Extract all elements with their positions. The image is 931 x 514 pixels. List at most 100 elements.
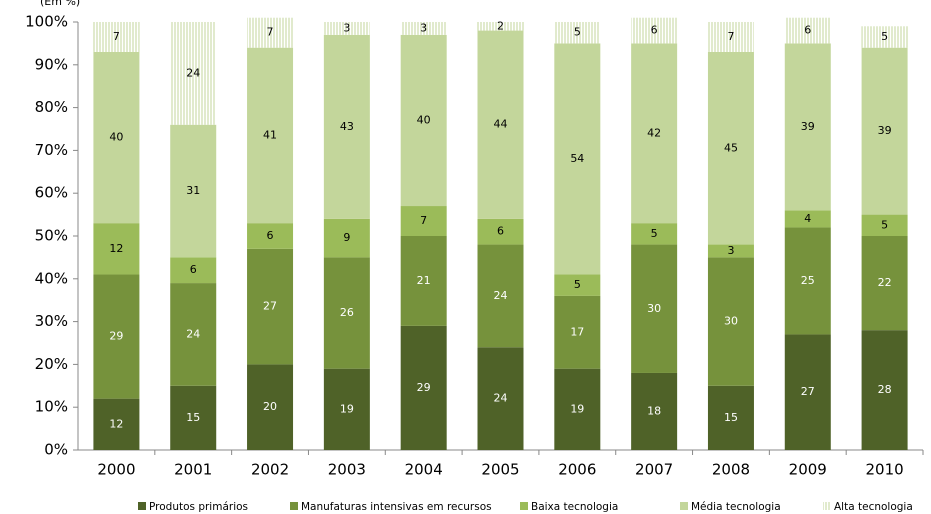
bar-segment <box>170 283 217 386</box>
bar-segment <box>400 206 447 236</box>
bar-segment <box>784 43 831 211</box>
y-tick-label: 80% <box>35 98 68 116</box>
bar-segment <box>400 22 447 35</box>
legend-swatch <box>290 502 298 510</box>
bar-segment <box>784 17 831 44</box>
data-label: 9 <box>343 231 350 244</box>
data-label: 7 <box>113 30 120 43</box>
y-tick-label: 10% <box>35 398 68 416</box>
bar-segment <box>323 368 370 450</box>
data-label: 2 <box>497 19 504 32</box>
data-label: 7 <box>267 26 274 39</box>
bar-segment <box>631 244 678 373</box>
bar-segment <box>784 227 831 335</box>
bar-segment <box>631 223 678 245</box>
bar-segment <box>707 244 754 258</box>
data-label: 17 <box>570 325 584 338</box>
bar-segment <box>477 30 524 219</box>
bar-segment <box>323 22 370 35</box>
data-label: 24 <box>494 289 508 302</box>
x-tick-label: 2001 <box>174 461 212 479</box>
legend-swatch <box>138 502 146 510</box>
y-tick-label: 0% <box>44 441 68 459</box>
bar-segment <box>477 22 524 31</box>
data-label: 54 <box>570 152 584 165</box>
bar-segment <box>784 210 831 228</box>
y-tick-label: 60% <box>35 184 68 202</box>
legend-label: Alta tecnologia <box>834 501 913 513</box>
bar-segment <box>247 223 294 249</box>
bar-segment <box>400 236 447 326</box>
data-label: 26 <box>340 306 354 319</box>
y-tick-label: 50% <box>35 227 68 245</box>
legend-item: Produtos primários <box>138 501 248 513</box>
data-label: 5 <box>574 278 581 291</box>
bar-segment <box>247 17 294 48</box>
data-label: 44 <box>494 118 508 131</box>
data-label: 21 <box>417 274 431 287</box>
y-axis-label: (Em %) <box>40 0 80 8</box>
y-tick-label: 100% <box>25 13 68 31</box>
data-label: 39 <box>878 124 892 137</box>
data-label: 24 <box>494 392 508 405</box>
data-label: 6 <box>804 24 811 37</box>
bar-segment <box>93 22 140 52</box>
data-label: 5 <box>574 26 581 39</box>
y-tick-label: 90% <box>35 55 68 73</box>
bar-segment <box>784 334 831 450</box>
x-tick-label: 2003 <box>328 461 366 479</box>
data-label: 3 <box>343 21 350 34</box>
data-label: 25 <box>801 274 815 287</box>
data-label: 24 <box>186 66 200 79</box>
bar-segment <box>707 257 754 386</box>
data-label: 19 <box>340 402 354 415</box>
legend-swatch <box>680 502 688 510</box>
data-label: 6 <box>651 24 658 37</box>
data-label: 45 <box>724 141 738 154</box>
bar-segment <box>861 236 908 331</box>
bar-segment <box>247 248 294 365</box>
x-tick-label: 2008 <box>712 461 750 479</box>
legend-label: Média tecnologia <box>691 501 781 513</box>
bar-segment <box>93 51 140 224</box>
bar-segment <box>554 22 601 44</box>
bar-segment <box>554 274 601 296</box>
data-label: 5 <box>881 30 888 43</box>
x-tick-label: 2007 <box>635 461 673 479</box>
bar-segment <box>323 218 370 258</box>
bar-segment <box>400 325 447 450</box>
x-tick-label: 2000 <box>97 461 135 479</box>
data-label: 5 <box>881 218 888 231</box>
bar-segment <box>554 368 601 450</box>
data-label: 5 <box>651 227 658 240</box>
data-label: 43 <box>340 120 354 133</box>
x-tick-label: 2002 <box>251 461 289 479</box>
bar-segment <box>170 257 217 284</box>
bar-segment <box>323 257 370 369</box>
data-label: 22 <box>878 276 892 289</box>
data-label: 12 <box>109 417 123 430</box>
bar-segment <box>170 385 217 450</box>
data-label: 40 <box>417 113 431 126</box>
x-tick-label: 2010 <box>865 461 903 479</box>
legend-item: Baixa tecnologia <box>520 501 618 513</box>
bar-segment <box>554 295 601 369</box>
bar-segment <box>861 26 908 48</box>
data-label: 30 <box>724 315 738 328</box>
data-label: 15 <box>724 411 738 424</box>
data-label: 15 <box>186 411 200 424</box>
legend-label: Produtos primários <box>149 501 248 513</box>
data-label: 28 <box>878 383 892 396</box>
bar-segment <box>631 17 678 44</box>
bar-segment <box>477 347 524 450</box>
data-label: 31 <box>186 184 200 197</box>
bar-segment <box>477 218 524 245</box>
data-label: 7 <box>420 214 427 227</box>
data-label: 12 <box>109 242 123 255</box>
y-tick-label: 70% <box>35 141 68 159</box>
bar-segment <box>631 43 678 224</box>
legend-item: Alta tecnologia <box>823 501 913 513</box>
bar-segment <box>93 398 140 450</box>
data-label: 20 <box>263 400 277 413</box>
